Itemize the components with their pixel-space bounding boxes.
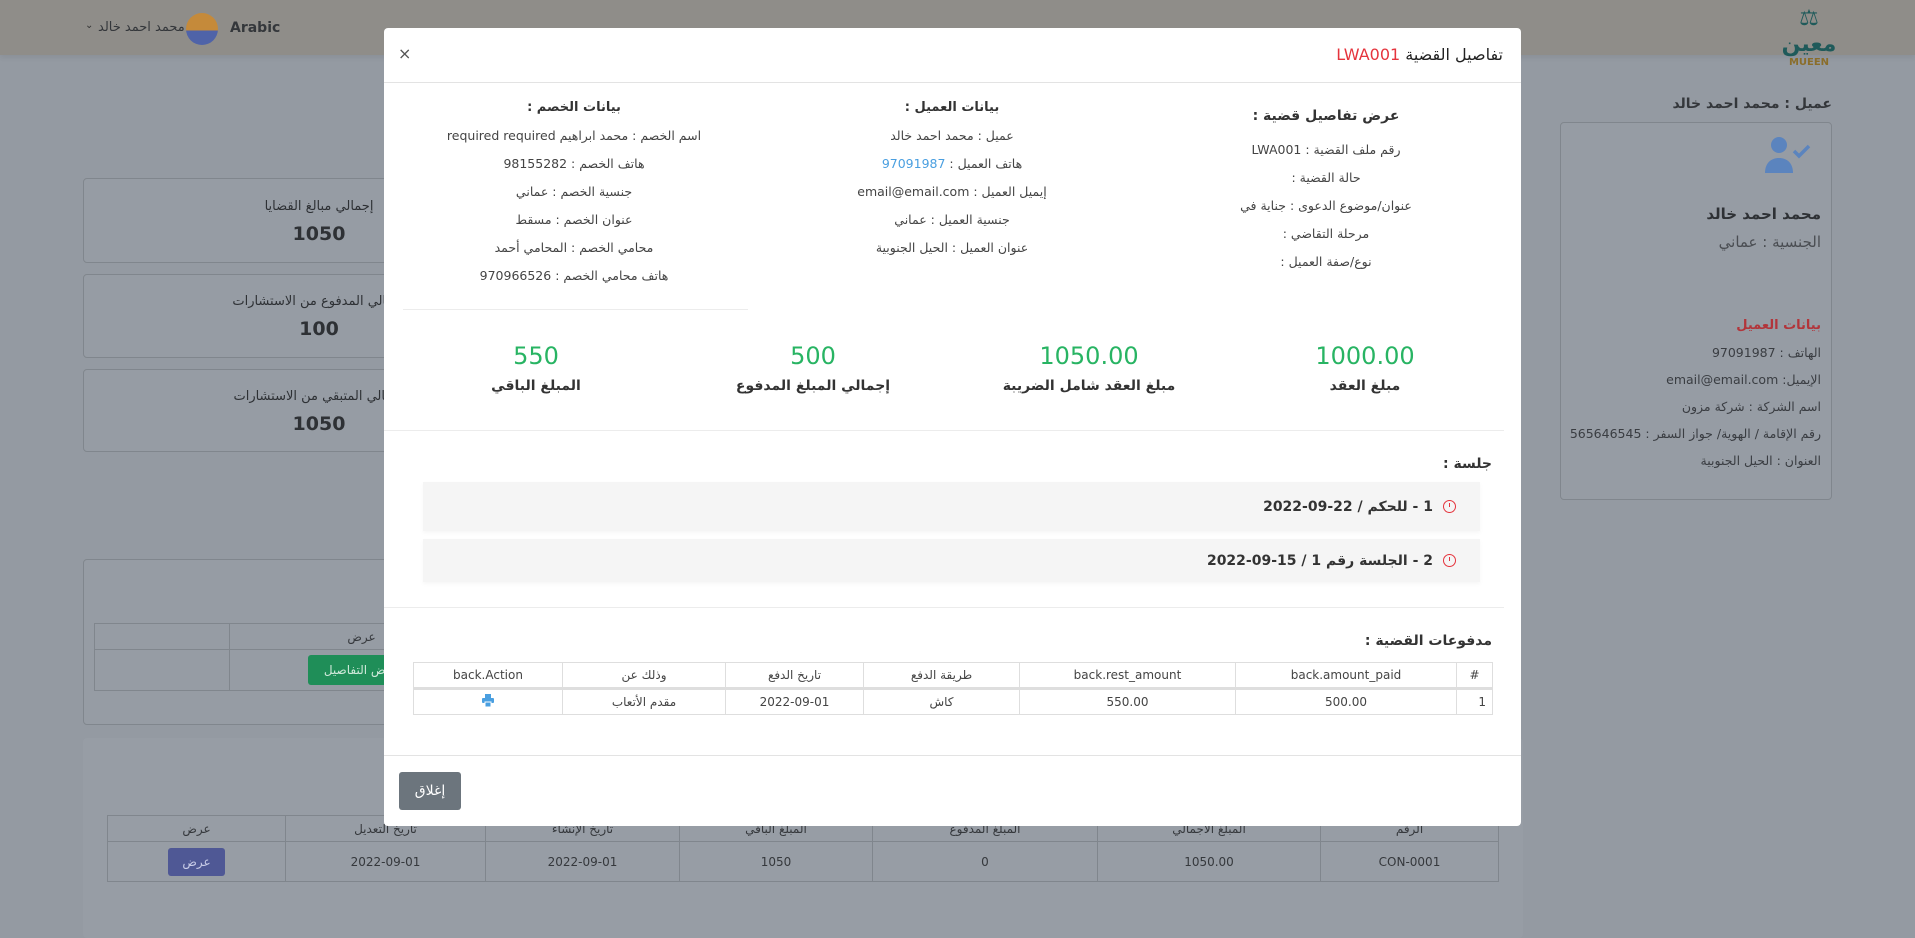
clock-icon <box>1443 500 1456 513</box>
client-heading: عميل : محمد احمد خالد <box>1672 96 1832 112</box>
client-name: محمد احمد خالد <box>1706 205 1821 223</box>
print-icon[interactable] <box>482 694 494 710</box>
client-phone-link[interactable]: 97091987 <box>881 156 946 171</box>
case-details-modal: تفاصيل القضية LWA001 × عرض تفاصيل قضية :… <box>384 28 1521 826</box>
client-nationality: الجنسية : عماني <box>1718 233 1821 251</box>
session-item[interactable]: 2 - الجلسة رقم 1 / 15-09-2022 <box>423 539 1480 582</box>
divider <box>384 755 1521 756</box>
clock-icon <box>1443 554 1456 567</box>
sessions-heading: جلسة : <box>1442 456 1492 472</box>
client-info-section: بيانات العميل : عميل : محمد احمد خالد ها… <box>802 100 1102 268</box>
amount-total-paid: 500 إجمالي المبلغ المدفوع <box>735 342 891 394</box>
amount-contract: 1000.00 مبلغ العقد <box>1315 342 1415 394</box>
close-icon[interactable]: × <box>398 44 412 63</box>
modal-title: تفاصيل القضية LWA001 <box>1336 45 1503 64</box>
amount-remaining: 550 المبلغ الباقي <box>491 342 581 394</box>
case-details-section: عرض تفاصيل قضية : رقم ملف القضية : LWA00… <box>1240 108 1412 269</box>
client-section-title: بيانات العميل <box>1736 318 1821 333</box>
table-row: 1 500.00 550.00 كاش 2022-09-01 مقدم الأت… <box>413 688 1493 715</box>
divider <box>403 309 748 310</box>
client-panel: محمد احمد خالد الجنسية : عماني بيانات ال… <box>1560 122 1832 500</box>
session-item[interactable]: 1 - للحكم / 22-09-2022 <box>423 482 1480 531</box>
view-contract-button[interactable]: عرض <box>168 847 225 876</box>
payments-table: # back.amount_paid back.rest_amount طريق… <box>413 662 1493 715</box>
divider <box>384 430 1504 431</box>
close-button[interactable]: إغلاق <box>399 772 461 810</box>
modal-header: تفاصيل القضية LWA001 × <box>384 28 1521 83</box>
chevron-down-icon[interactable]: ⌄ <box>85 20 94 31</box>
opponent-info-section: بيانات الخصم : اسم الخصم : محمد ابراهيم … <box>446 100 702 283</box>
language-switch[interactable]: Arabic <box>230 20 281 36</box>
avatar[interactable] <box>186 13 218 45</box>
payments-heading: مدفوعات القضية : <box>1364 633 1492 649</box>
logo[interactable]: ⚖ معين MUEEN <box>1781 6 1837 68</box>
contracts-table: الرقم المبلغ الاجمالي المبلغ المدفوع الم… <box>107 815 1499 882</box>
divider <box>384 607 1504 608</box>
user-check-icon <box>1765 135 1811 175</box>
client-phone: هاتف العميل : 97091987 <box>881 156 1023 171</box>
user-menu[interactable]: محمد احمد خالد <box>98 20 185 35</box>
amount-contract-with-tax: 1050.00 مبلغ العقد شامل الضريبة <box>1002 342 1176 394</box>
